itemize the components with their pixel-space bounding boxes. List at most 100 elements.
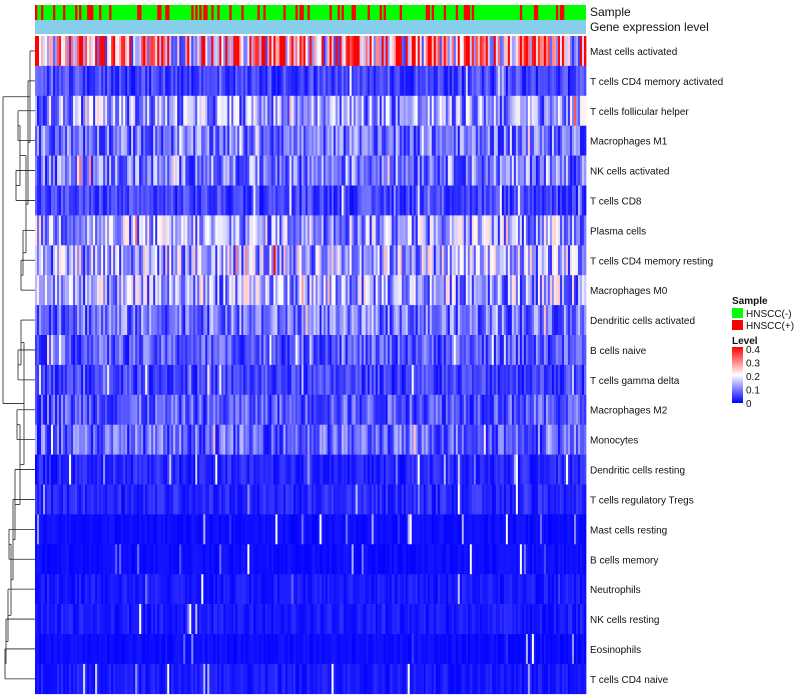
heatmap-cell xyxy=(553,95,557,126)
heatmap-cell xyxy=(367,305,370,336)
heatmap-cell xyxy=(123,95,126,126)
sample-cell-positive xyxy=(139,5,142,20)
heatmap-cell xyxy=(333,454,336,485)
heatmap-cell xyxy=(519,335,523,366)
heatmap-cell xyxy=(365,275,368,306)
heatmap-cell xyxy=(261,335,264,366)
heatmap-cell xyxy=(459,394,463,425)
heatmap-cell xyxy=(193,95,196,126)
heatmap-cell xyxy=(287,245,290,276)
heatmap-cell xyxy=(59,305,62,336)
heatmap-cell xyxy=(469,185,473,216)
heatmap-cell xyxy=(103,424,106,455)
heatmap-cell xyxy=(421,185,425,216)
heatmap-cell xyxy=(233,36,236,67)
heatmap-cell xyxy=(97,454,100,485)
heatmap-cell xyxy=(483,364,487,396)
heatmap-cell xyxy=(267,394,270,425)
heatmap-cell xyxy=(141,36,144,67)
heatmap-cell xyxy=(409,514,413,545)
heatmap-cell xyxy=(545,454,549,485)
heatmap-cell xyxy=(63,305,66,336)
heatmap-cell xyxy=(201,245,204,276)
heatmap-cell xyxy=(351,305,354,336)
heatmap-cell xyxy=(349,125,352,156)
heatmap-cell xyxy=(169,36,172,67)
heatmap-cell xyxy=(141,484,144,515)
heatmap-cell xyxy=(313,95,316,126)
heatmap-cell xyxy=(469,305,473,336)
heatmap-cell xyxy=(393,454,396,485)
heatmap-cell xyxy=(465,514,469,545)
heatmap-cell xyxy=(237,305,240,336)
heatmap-cell xyxy=(485,394,489,425)
heatmap-cell xyxy=(449,305,453,336)
heatmap-cell xyxy=(347,335,350,366)
heatmap-cell xyxy=(397,36,401,67)
heatmap-cell xyxy=(91,305,94,336)
heatmap-cell xyxy=(455,185,459,216)
heatmap-cell xyxy=(87,215,90,246)
heatmap-cell xyxy=(513,364,517,396)
heatmap-cell xyxy=(87,364,90,396)
heatmap-cell xyxy=(105,36,108,67)
heatmap-cell xyxy=(319,424,322,455)
heatmap-cell xyxy=(273,424,276,455)
heatmap-cell xyxy=(377,364,380,396)
heatmap-cell xyxy=(61,95,64,126)
heatmap-cell xyxy=(135,544,138,575)
heatmap-cell xyxy=(579,36,583,67)
heatmap-cell xyxy=(279,95,282,126)
heatmap-cell xyxy=(313,335,316,366)
heatmap-cell xyxy=(151,544,154,575)
heatmap-cell xyxy=(447,215,451,246)
heatmap-cell xyxy=(317,424,320,455)
heatmap-cell xyxy=(379,245,382,276)
heatmap-cell xyxy=(411,215,415,246)
heatmap-cell xyxy=(519,514,523,545)
heatmap-cell xyxy=(435,305,439,336)
heatmap-cell xyxy=(149,65,152,97)
heatmap-cell xyxy=(125,514,128,545)
heatmap-cell xyxy=(401,275,405,306)
heatmap-cell xyxy=(249,305,252,336)
heatmap-cell xyxy=(431,125,435,156)
heatmap-cell xyxy=(309,125,312,156)
heatmap-cell xyxy=(385,484,388,515)
heatmap-cell xyxy=(147,364,150,396)
heatmap-cell xyxy=(439,484,443,515)
heatmap-cell xyxy=(69,185,72,216)
heatmap-cell xyxy=(347,65,350,97)
heatmap-cell xyxy=(57,305,60,336)
heatmap-cell xyxy=(353,275,356,306)
heatmap-cell xyxy=(159,305,162,336)
heatmap-cell xyxy=(265,65,268,97)
heatmap-cell xyxy=(235,305,238,336)
heatmap-cell xyxy=(365,544,368,575)
heatmap-cell xyxy=(363,36,366,67)
heatmap-cell xyxy=(41,36,44,67)
heatmap-cell xyxy=(547,305,551,336)
heatmap-cell xyxy=(111,215,114,246)
heatmap-cell xyxy=(537,245,541,276)
heatmap-cell xyxy=(561,424,565,455)
heatmap-cell xyxy=(141,155,144,186)
heatmap-cell xyxy=(357,364,360,396)
heatmap-cell xyxy=(117,95,120,126)
heatmap-cell xyxy=(283,424,286,455)
heatmap-cell xyxy=(73,364,76,396)
heatmap-cell xyxy=(185,424,188,455)
heatmap-cell xyxy=(83,65,86,97)
heatmap-cell xyxy=(425,454,429,485)
heatmap-cell xyxy=(335,125,338,156)
heatmap-cell xyxy=(393,335,396,366)
heatmap-cell xyxy=(401,514,405,545)
heatmap-cell xyxy=(375,454,378,485)
heatmap-cell xyxy=(401,125,405,156)
heatmap-cell xyxy=(237,364,240,396)
heatmap-cell xyxy=(421,305,425,336)
heatmap-cell xyxy=(165,275,168,306)
heatmap-cell xyxy=(79,155,82,186)
heatmap-cell xyxy=(471,95,475,126)
heatmap-cell xyxy=(107,484,110,515)
